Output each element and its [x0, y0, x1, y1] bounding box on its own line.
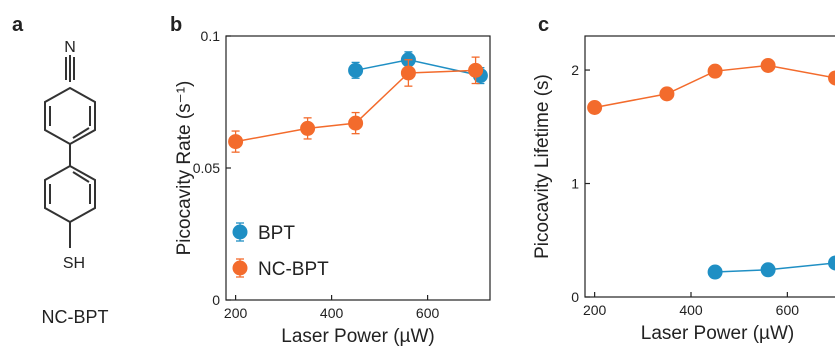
y-tick-label: 0	[212, 292, 220, 308]
data-point-nc-bpt	[348, 115, 364, 131]
data-point-bpt	[348, 62, 364, 78]
data-point-nc-bpt	[228, 134, 244, 150]
benzene-ring-bottom	[44, 164, 96, 224]
y-tick-label: 1	[571, 176, 579, 192]
series-group	[228, 51, 488, 153]
y-axis-label: Picocavity Lifetime (s)	[532, 74, 553, 259]
y-tick-label: 0	[571, 289, 579, 305]
data-point-bpt	[760, 262, 776, 278]
ring-double-bond	[72, 127, 90, 139]
plot-frame	[584, 35, 835, 298]
legend-label-bpt: BPT	[258, 223, 295, 244]
y-tick-label: 0.1	[201, 28, 221, 44]
benzene-ring-top	[44, 86, 96, 146]
x-tick-label: 600	[776, 302, 800, 318]
x-tick-label: 200	[583, 302, 607, 318]
thiol-group-label: SH	[63, 255, 85, 272]
y-tick-label: 2	[571, 62, 579, 78]
chart-picocavity-rate: 200 400 600 0 0.05 0.1 Laser Power (µW) Picocav…	[174, 28, 491, 347]
ring-double-bond	[72, 171, 90, 183]
x-tick-label: 600	[416, 305, 440, 321]
data-point-nc-bpt	[760, 58, 776, 74]
y-axis-label: Picocavity Rate (s⁻¹)	[174, 81, 195, 256]
legend-marker-nc-bpt	[232, 260, 248, 276]
molecule-name: NC-BPT	[42, 307, 109, 327]
data-point-bpt	[707, 264, 723, 280]
chart-picocavity-lifetime: 200 400 600 0 1 2 Laser Power (µW) Picocavity L…	[532, 35, 835, 344]
legend-label-nc-bpt: NC-BPT	[258, 259, 329, 280]
x-tick-label: 400	[320, 305, 344, 321]
data-point-nc-bpt	[468, 62, 484, 78]
data-point-nc-bpt	[587, 99, 603, 115]
x-tick-label: 200	[224, 305, 248, 321]
nitrile-atom-label: N	[64, 39, 76, 56]
data-point-nc-bpt	[659, 86, 675, 102]
molecule-structure	[44, 55, 96, 248]
data-point-nc-bpt	[707, 63, 723, 79]
panel-label-a: a	[12, 14, 24, 36]
series-group	[587, 58, 835, 280]
data-point-nc-bpt	[400, 65, 416, 81]
x-axis-label: Laser Power (µW)	[281, 326, 434, 347]
data-point-nc-bpt	[300, 120, 316, 136]
data-point-nc-bpt	[828, 70, 835, 86]
panel-label-c: c	[538, 14, 550, 36]
panel-label-b: b	[170, 14, 183, 36]
x-tick-label: 400	[679, 302, 703, 318]
x-axis-label: Laser Power (µW)	[641, 323, 794, 344]
data-point-bpt	[828, 255, 835, 271]
y-tick-label: 0.05	[193, 160, 220, 176]
legend-marker-bpt	[232, 224, 248, 240]
